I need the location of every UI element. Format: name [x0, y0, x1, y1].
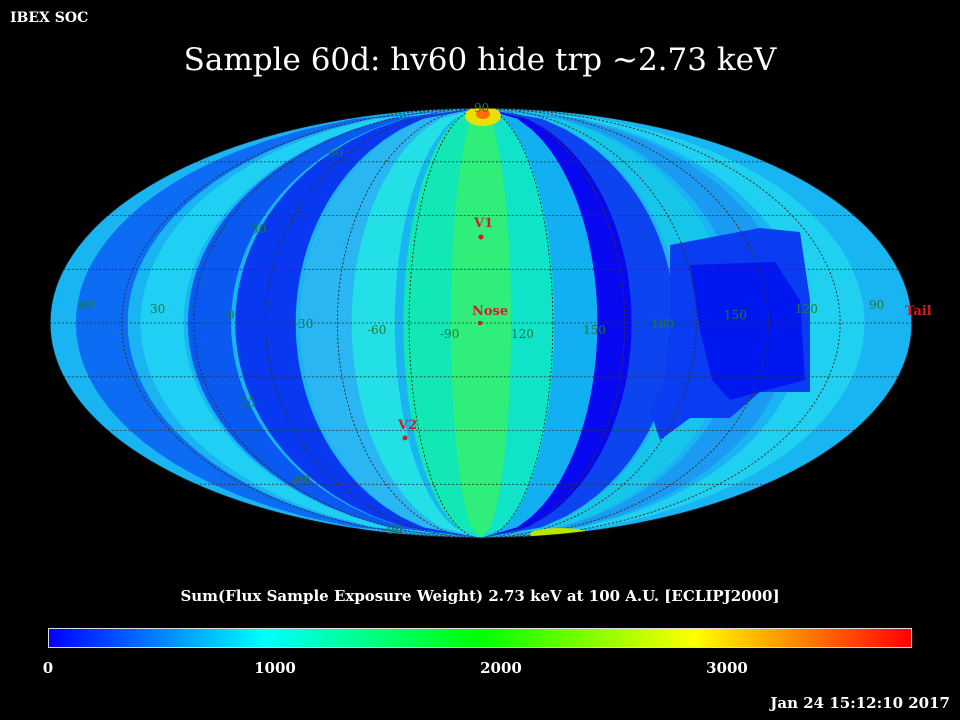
- lat-label-minus60: -60: [291, 473, 310, 487]
- flux-band: [481, 108, 792, 538]
- lat-label-30: 30: [251, 222, 266, 236]
- lat-label-minus90: -90: [383, 523, 402, 537]
- nose-label: Nose: [472, 304, 508, 319]
- colorbar-tick-0: 0: [42, 659, 54, 677]
- meridian-line: [265, 108, 697, 538]
- lon-label: -90: [440, 327, 459, 341]
- flux-band: [481, 108, 675, 538]
- graticule: [50, 108, 912, 538]
- colorbar-title: Sum(Flux Sample Exposure Weight) 2.73 ke…: [180, 587, 780, 605]
- meridian-line: [408, 108, 554, 538]
- longitude-labels: 60 30 0 -30 -60 -90 120 150 180 150 120 …: [79, 298, 884, 341]
- map-outline: [49, 107, 913, 539]
- timestamp: Jan 24 15:12:10 2017: [770, 694, 950, 712]
- v2-marker: [402, 435, 408, 441]
- page-title: Sample 60d: hv60 hide trp ~2.73 keV: [183, 42, 777, 78]
- latitude-labels: 90 60 30 -30 -60 -90: [236, 101, 489, 537]
- sky-map: 90 60 30 -30 -60 -90 60 30 0 -30 -60 -90…: [49, 101, 932, 539]
- north-pole-peak: [476, 109, 490, 119]
- lon-label: 90: [869, 298, 884, 312]
- v1-label: V1: [473, 216, 493, 231]
- lon-label: 150: [583, 323, 606, 337]
- lon-label: -30: [294, 317, 313, 331]
- tail-core-region: [690, 262, 805, 400]
- corner-label: IBEX SOC: [10, 10, 89, 26]
- lat-label-minus30: -30: [236, 396, 255, 410]
- meridian-line: [121, 108, 841, 538]
- lon-label: -60: [367, 323, 386, 337]
- lon-label: 120: [795, 302, 818, 316]
- lon-label: 30: [150, 302, 165, 316]
- colorbar-tick-2000: 2000: [480, 659, 522, 677]
- v1-marker: [478, 234, 484, 240]
- colorbar-tick-1000: 1000: [254, 659, 296, 677]
- lon-label: 120: [511, 327, 534, 341]
- v2-label: V2: [397, 418, 417, 433]
- lon-label: 180: [651, 317, 674, 331]
- colorbar: [48, 628, 912, 648]
- meridian-line: [193, 108, 769, 538]
- nose-marker: [478, 321, 482, 325]
- lat-label-60: 60: [328, 146, 343, 160]
- lon-label: 60: [79, 298, 94, 312]
- meridian-line: [336, 108, 626, 538]
- markers: V1 Nose V2 Tail: [397, 216, 932, 441]
- lat-label-90: 90: [474, 101, 489, 115]
- lon-label: 150: [724, 308, 747, 322]
- map-body: [50, 108, 912, 538]
- colorbar-tick-3000: 3000: [706, 659, 748, 677]
- lon-label: 0: [227, 308, 235, 322]
- flux-band: [481, 108, 632, 538]
- tail-label: Tail: [905, 304, 932, 319]
